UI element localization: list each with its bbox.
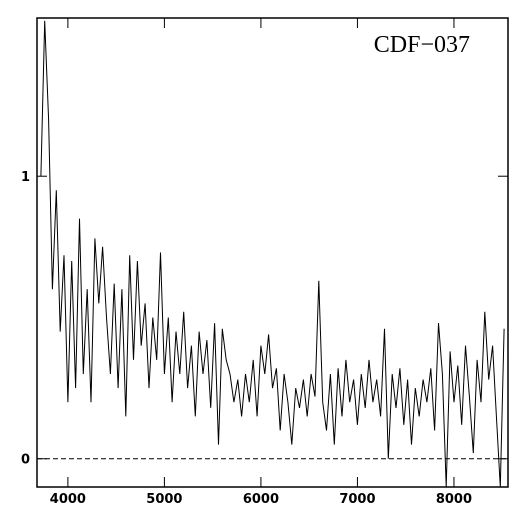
x-tick-label: 8000: [436, 492, 472, 507]
spectrum-line: [40, 20, 505, 488]
annotation: CDF−037: [374, 32, 470, 58]
y-tick-label: 1: [21, 170, 30, 185]
x-tick-label: 6000: [243, 492, 279, 507]
y-tick-label: 0: [21, 453, 30, 468]
x-tick-label: 7000: [339, 492, 375, 507]
x-tick-label: 4000: [50, 492, 86, 507]
plot-frame: [36, 17, 509, 488]
x-tick-label: 5000: [146, 492, 182, 507]
